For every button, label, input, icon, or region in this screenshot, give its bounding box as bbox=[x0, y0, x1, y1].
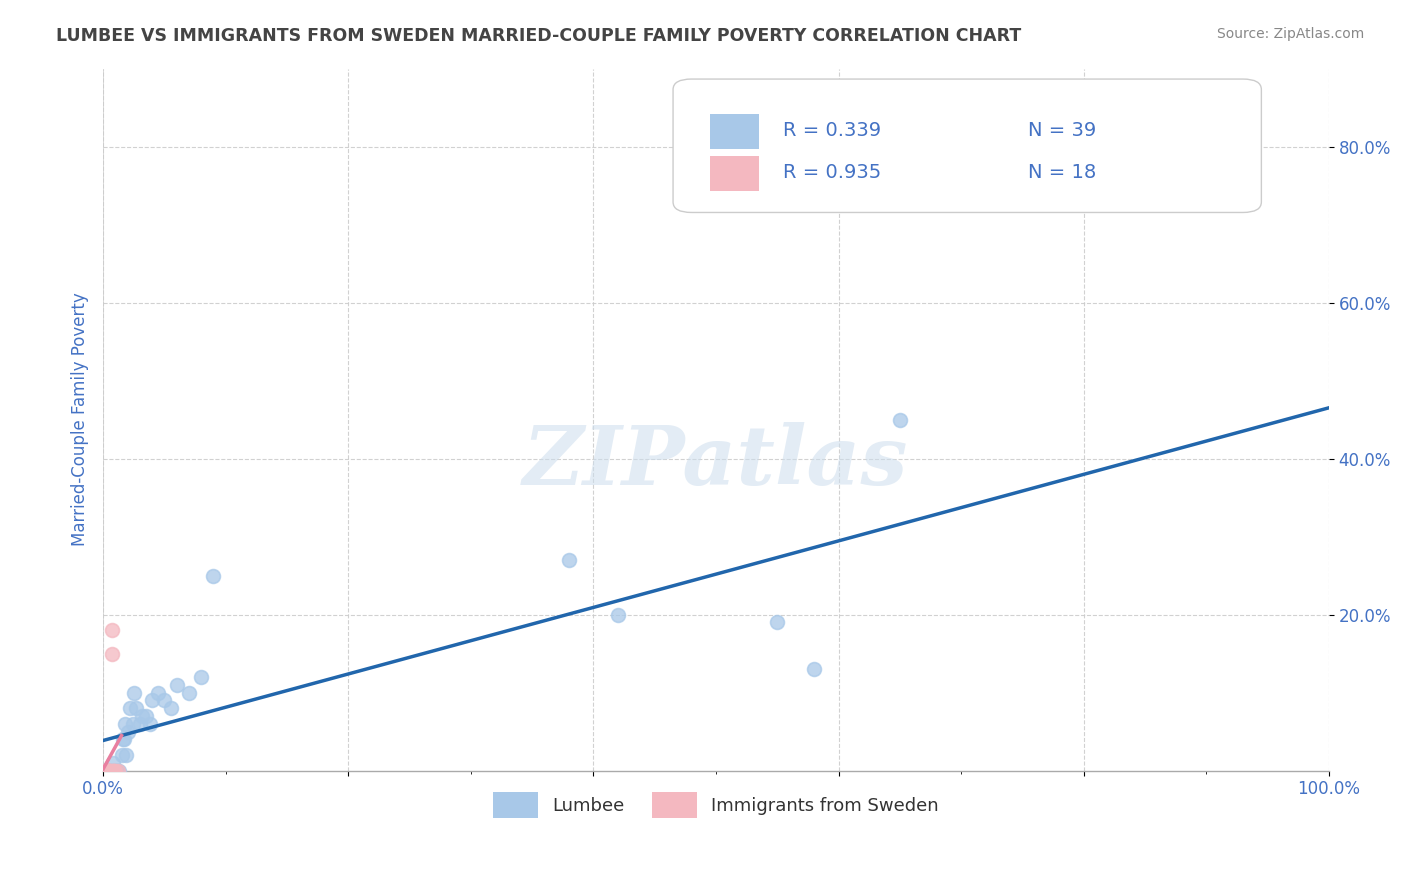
Point bbox=[766, 615, 789, 630]
FancyBboxPatch shape bbox=[710, 114, 759, 149]
Point bbox=[108, 764, 131, 778]
Point bbox=[153, 693, 176, 707]
Point bbox=[177, 686, 200, 700]
Legend: Lumbee, Immigrants from Sweden: Lumbee, Immigrants from Sweden bbox=[485, 785, 946, 825]
Point bbox=[202, 568, 225, 582]
Text: ZIPatlas: ZIPatlas bbox=[523, 422, 908, 501]
Text: N = 18: N = 18 bbox=[1029, 163, 1097, 182]
Point bbox=[190, 670, 212, 684]
Point bbox=[110, 748, 132, 763]
Point bbox=[112, 732, 135, 747]
Point bbox=[103, 764, 125, 778]
Point bbox=[100, 764, 122, 778]
Point bbox=[97, 764, 120, 778]
Point bbox=[115, 748, 138, 763]
Text: Source: ZipAtlas.com: Source: ZipAtlas.com bbox=[1216, 27, 1364, 41]
Point bbox=[117, 724, 139, 739]
Text: R = 0.339: R = 0.339 bbox=[783, 120, 882, 140]
Point bbox=[111, 732, 134, 747]
Point bbox=[96, 764, 118, 778]
Point bbox=[94, 764, 117, 778]
Point bbox=[101, 756, 124, 770]
Y-axis label: Married-Couple Family Poverty: Married-Couple Family Poverty bbox=[72, 293, 89, 547]
Point bbox=[100, 647, 122, 661]
Point bbox=[159, 701, 181, 715]
Point bbox=[98, 764, 121, 778]
Point bbox=[97, 764, 120, 778]
Point bbox=[93, 764, 115, 778]
Point bbox=[98, 764, 121, 778]
FancyBboxPatch shape bbox=[673, 79, 1261, 212]
Point bbox=[101, 764, 124, 778]
Point bbox=[131, 709, 153, 723]
Point bbox=[100, 624, 122, 638]
Point bbox=[125, 701, 148, 715]
Point bbox=[803, 662, 825, 676]
Point bbox=[105, 764, 128, 778]
Point bbox=[96, 764, 118, 778]
Point bbox=[104, 764, 127, 778]
Point bbox=[606, 607, 628, 622]
Text: N = 39: N = 39 bbox=[1029, 120, 1097, 140]
Point bbox=[107, 764, 129, 778]
Point bbox=[121, 717, 143, 731]
Point bbox=[138, 717, 160, 731]
Point bbox=[103, 764, 125, 778]
Point bbox=[98, 764, 121, 778]
FancyBboxPatch shape bbox=[710, 156, 759, 192]
Point bbox=[135, 709, 157, 723]
Text: R = 0.935: R = 0.935 bbox=[783, 163, 882, 182]
Point bbox=[120, 701, 142, 715]
Point bbox=[100, 764, 122, 778]
Point bbox=[889, 412, 911, 426]
Point bbox=[558, 553, 581, 567]
Point bbox=[100, 764, 122, 778]
Point bbox=[114, 717, 136, 731]
Point bbox=[104, 764, 127, 778]
Point bbox=[148, 686, 170, 700]
Point bbox=[97, 764, 120, 778]
Text: LUMBEE VS IMMIGRANTS FROM SWEDEN MARRIED-COUPLE FAMILY POVERTY CORRELATION CHART: LUMBEE VS IMMIGRANTS FROM SWEDEN MARRIED… bbox=[56, 27, 1022, 45]
Point bbox=[101, 764, 124, 778]
Point bbox=[107, 764, 129, 778]
Point bbox=[122, 686, 145, 700]
Point bbox=[91, 764, 114, 778]
Point bbox=[100, 764, 122, 778]
Point bbox=[166, 678, 188, 692]
Point bbox=[141, 693, 163, 707]
Point bbox=[129, 717, 152, 731]
Point bbox=[96, 764, 118, 778]
Point bbox=[94, 764, 117, 778]
